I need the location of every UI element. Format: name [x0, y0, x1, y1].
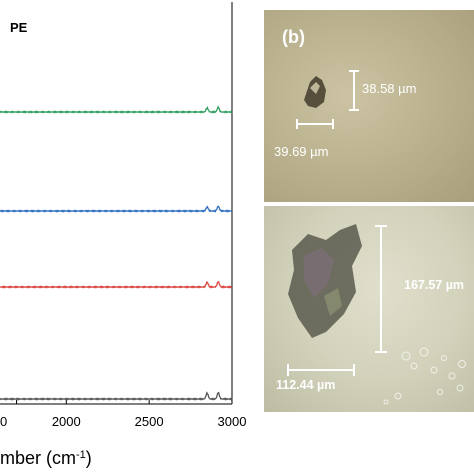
x-tick-label: 2000 — [52, 414, 81, 429]
particle-b-highlight — [310, 82, 320, 94]
particle-c-shade — [324, 288, 342, 316]
spectrum-line-3 — [0, 280, 233, 289]
spectrum-line-2 — [0, 205, 233, 213]
x-tick-label: 0 — [0, 414, 7, 429]
spectrum-line-4 — [0, 391, 233, 401]
height-scale-bar-c — [375, 225, 387, 353]
micrograph-panel-c: 167.57 µm 112.44 µm — [264, 206, 474, 412]
height-label-b: 38.58 µm — [362, 81, 417, 96]
panel-letter-b: (b) — [282, 27, 305, 47]
height-label-c: 167.57 µm — [404, 278, 465, 292]
x-ticks: 0 2000 2500 3000 — [0, 400, 246, 429]
particle-c-graphic — [287, 224, 466, 405]
series-group — [0, 105, 233, 401]
width-label-b: 39.69 µm — [274, 144, 329, 159]
width-scale-bar-b — [296, 119, 334, 129]
series-label: PE — [10, 20, 28, 35]
particle-c-inner — [304, 248, 334, 298]
spectra-plot: 0 2000 2500 3000 PE mber (cm-1) — [0, 2, 246, 468]
particle-b-graphic — [296, 70, 359, 129]
x-axis-title: mber (cm-1) — [0, 448, 92, 468]
x-tick-label: 3000 — [218, 414, 247, 429]
spectrum-line-1 — [0, 105, 233, 114]
width-scale-bar-c — [287, 364, 355, 376]
height-scale-bar-b — [349, 70, 359, 111]
width-label-c: 112.44 µm — [276, 378, 336, 392]
background-bubbles — [383, 347, 466, 405]
micrograph-panel-b: (b) 38.58 µm 39.69 µm — [264, 10, 474, 202]
x-tick-label: 2500 — [135, 414, 164, 429]
